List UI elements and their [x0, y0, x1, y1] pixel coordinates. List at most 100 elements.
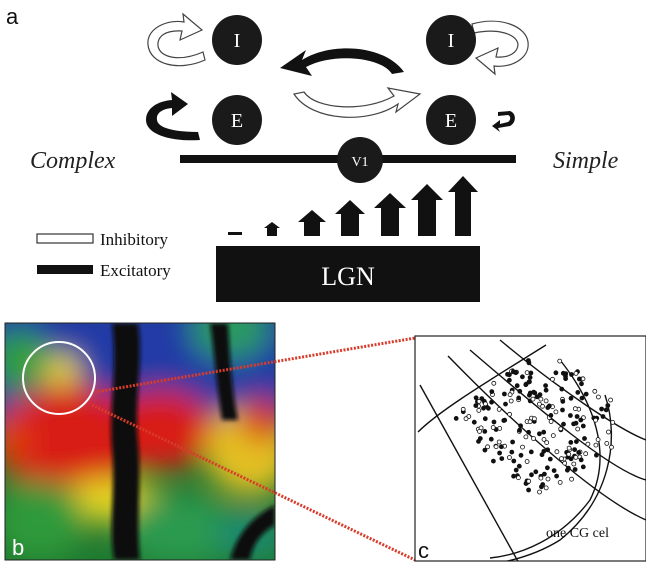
cell-dot-filled: [471, 419, 477, 425]
cell-dot-hollow: [558, 426, 564, 432]
panel-b-label: b: [12, 535, 24, 560]
cell-dot-hollow: [592, 388, 598, 394]
cell-dot-filled: [510, 369, 516, 375]
cell-dot-hollow: [559, 456, 564, 462]
cell-dot-filled: [528, 449, 534, 455]
cell-dot-filled: [545, 405, 551, 411]
cell-dot-filled: [600, 414, 606, 419]
cell-dot-hollow: [554, 449, 560, 455]
cell-dot-hollow: [593, 417, 598, 423]
node-inhibitory-left: I: [212, 15, 262, 65]
cell-dot-hollow: [537, 401, 542, 407]
cell-dot-filled: [568, 439, 574, 445]
cell-dot-filled: [482, 447, 488, 453]
simple-label: Simple: [553, 148, 619, 174]
cell-dot-filled: [540, 482, 546, 487]
node-v1: V1: [337, 137, 383, 183]
cell-dot-filled: [545, 465, 550, 471]
cell-dot-filled: [543, 383, 548, 389]
cell-dot-hollow: [566, 451, 572, 457]
cell-dot-filled: [517, 388, 523, 394]
cell-dot-hollow: [540, 403, 545, 409]
cell-dot-filled: [545, 447, 551, 453]
cell-dot-hollow: [604, 440, 610, 446]
cell-dot-hollow: [520, 444, 525, 450]
cell-dot-filled: [513, 467, 519, 473]
cell-dot-hollow: [541, 436, 547, 442]
cell-dot-hollow: [538, 396, 544, 402]
cell-dot-hollow: [566, 445, 572, 451]
lgn-arrow-5: [374, 193, 406, 236]
cell-dot-hollow: [544, 440, 550, 446]
lgn-arrow-1: [228, 232, 242, 235]
node-excitatory-left-label: E: [231, 110, 243, 132]
cell-dot-filled: [542, 471, 547, 477]
cell-dot-filled: [503, 401, 508, 407]
excitatory-self-loop-right: [492, 111, 515, 132]
cell-dot-filled: [506, 372, 512, 378]
lgn-arrow-6: [411, 184, 443, 236]
excitatory-self-loop-left: [146, 92, 200, 141]
cell-dot-filled: [527, 392, 532, 398]
cell-dot-hollow: [531, 436, 536, 441]
cell-dot-hollow: [516, 475, 521, 481]
cell-dot-filled: [518, 423, 523, 429]
cg-cell-caption: one CG cel: [546, 526, 609, 541]
cell-dot-hollow: [557, 479, 563, 485]
cell-dot-filled: [571, 421, 576, 427]
cell-dot-filled: [547, 456, 553, 462]
cell-dot-filled: [520, 374, 525, 380]
cell-dot-filled: [526, 487, 531, 493]
cell-dot-filled: [568, 413, 573, 418]
cell-dot-filled: [543, 387, 549, 393]
cell-dot-hollow: [477, 428, 482, 434]
node-excitatory-right-label: E: [445, 110, 457, 132]
orientation-map: [5, 323, 275, 560]
iso-orientation-lines: [417, 339, 646, 561]
cell-dot-filled: [561, 421, 566, 427]
cell-dot-hollow: [608, 397, 613, 403]
cell-dot-hollow: [550, 433, 556, 439]
cell-dot-filled: [576, 450, 582, 455]
cell-dot-filled: [498, 444, 504, 450]
cell-dot-filled: [553, 370, 559, 376]
cell-dot-hollow: [575, 426, 581, 432]
cell-dot-filled: [509, 449, 515, 455]
legend-inhibitory-swatch: [36, 233, 94, 244]
cell-dot-filled: [518, 452, 524, 458]
cell-dot-filled: [502, 417, 508, 423]
cell-dot-filled: [551, 468, 557, 474]
selection-circle: [22, 341, 96, 415]
cell-dot-hollow: [523, 434, 529, 440]
cell-dot-filled: [482, 428, 488, 434]
node-inhibitory-left-label: I: [234, 30, 241, 52]
cell-dot-hollow: [569, 476, 574, 482]
cell-dot-hollow: [476, 398, 482, 404]
legend-excitatory-label: Excitatory: [100, 261, 171, 280]
lgn-label: LGN: [321, 262, 375, 291]
cell-dot-filled: [575, 389, 581, 395]
cell-dot-filled: [563, 373, 568, 379]
cell-dot-filled: [479, 396, 485, 402]
lgn-box: [216, 246, 480, 302]
cell-dot-filled: [568, 395, 574, 401]
cell-dot-filled: [569, 372, 574, 377]
node-excitatory-right: E: [426, 95, 476, 145]
cell-dot-filled: [594, 452, 599, 458]
cell-dot-filled: [499, 456, 505, 462]
cell-dot-filled: [473, 395, 479, 401]
cell-dot-filled: [491, 419, 497, 425]
cell-dot-hollow: [524, 459, 530, 464]
cell-dot-filled: [548, 412, 554, 418]
panel-b: b: [4, 322, 276, 561]
cell-dot-filled: [537, 431, 542, 437]
cell-dot-filled: [554, 473, 559, 479]
inhibitory-self-loop-left: [147, 12, 206, 67]
cell-dot-filled: [577, 376, 582, 382]
cell-dot-hollow: [606, 429, 611, 435]
cell-dot-hollow: [609, 444, 614, 450]
cell-dot-hollow: [493, 444, 499, 450]
cell-dot-hollow: [610, 419, 616, 425]
cell-dot-filled: [533, 469, 539, 475]
cell-dot-hollow: [524, 370, 530, 376]
